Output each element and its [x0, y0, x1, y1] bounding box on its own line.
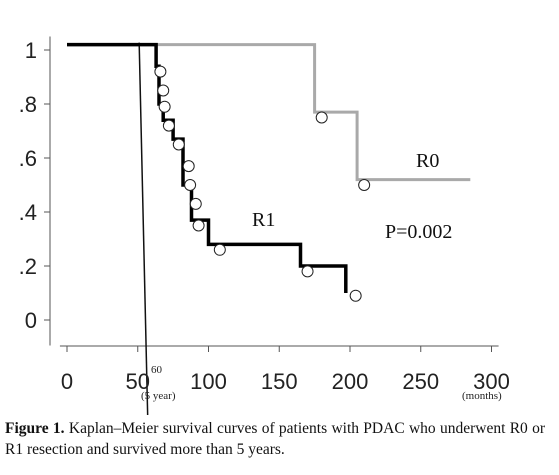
x-tick-label: 150 — [261, 369, 298, 394]
y-tick-label: 0 — [25, 308, 37, 333]
x-tick-label: 250 — [402, 369, 439, 394]
censor-mark-r0 — [358, 179, 371, 191]
censor-mark-r1 — [189, 197, 202, 210]
caption-text: Kaplan–Meier survival curves of patients… — [5, 420, 546, 458]
censor-mark-r1 — [157, 84, 170, 97]
x-tick-label: 300 — [473, 369, 510, 394]
x-tick-label: 50 — [126, 369, 150, 394]
censor-mark-r1 — [349, 289, 362, 302]
censor-mark-r1 — [154, 65, 167, 78]
series-r1 — [67, 42, 362, 302]
censor-mark-r0 — [315, 111, 328, 124]
censor-mark-r1 — [182, 160, 195, 173]
marker-60-label: 60 — [151, 364, 163, 376]
series-line-r1 — [67, 42, 348, 293]
y-tick-label: .8 — [19, 92, 37, 117]
tick-labels: 0 .2 .4 .6 .8 1 0 50 100 150 200 250 300 — [19, 38, 510, 394]
censor-mark-r1 — [192, 219, 205, 232]
y-tick-label: 1 — [25, 38, 37, 63]
figure-caption: Figure 1. Kaplan–Meier survival curves o… — [5, 418, 545, 460]
series-layer — [67, 42, 471, 302]
p-value-label: P=0.002 — [385, 221, 452, 243]
censor-mark-r1 — [158, 100, 171, 113]
y-tick-label: .2 — [19, 254, 37, 279]
five-year-label: (5 year) — [141, 390, 176, 402]
censor-mark-r1 — [213, 243, 226, 256]
censor-mark-r1 — [162, 119, 175, 132]
reference-line — [138, 42, 149, 415]
axes — [44, 36, 499, 352]
reference-line-60-months — [138, 42, 149, 415]
censor-mark-r1 — [184, 179, 197, 191]
r0-series-label: R0 — [416, 150, 439, 172]
x-tick-label: 100 — [190, 369, 227, 394]
kaplan-meier-chart: 0 .2 .4 .6 .8 1 0 50 100 150 200 250 300 60 (5 year)… — [19, 36, 510, 415]
r1-series-label: R1 — [252, 209, 275, 231]
x-tick-label: 0 — [61, 369, 73, 394]
censor-mark-r1 — [301, 265, 314, 278]
y-tick-label: .6 — [19, 146, 37, 171]
censor-mark-r1 — [172, 138, 185, 151]
series-line-r0 — [67, 43, 471, 182]
x-tick-label: 200 — [332, 369, 369, 394]
caption-label: Figure 1. — [5, 420, 65, 437]
series-r0 — [67, 43, 471, 191]
months-unit-label: (months) — [462, 390, 502, 402]
y-tick-label: .4 — [19, 200, 37, 225]
